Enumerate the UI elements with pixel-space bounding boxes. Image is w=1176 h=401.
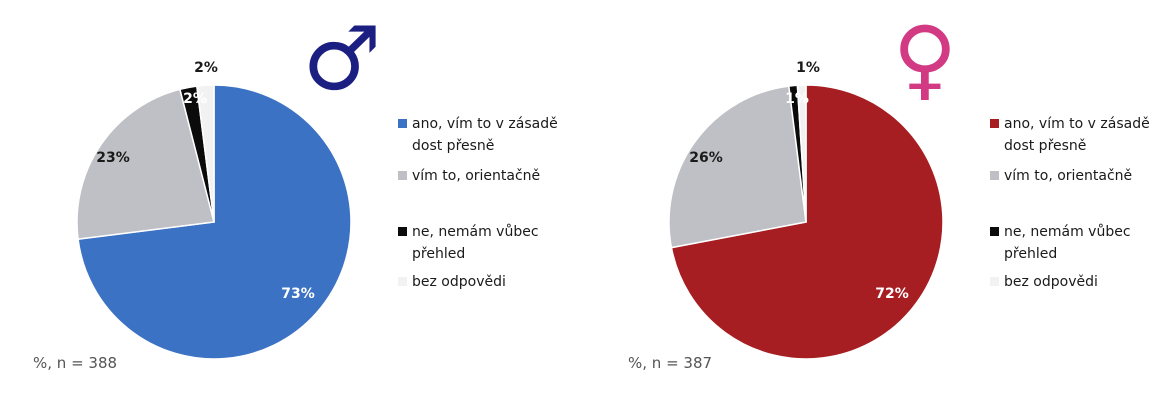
male-symbol-icon: ♂ [303,7,382,110]
female-pie-chart: 72% 26% 1% 1% [668,60,944,360]
female-symbol-icon: ♀ [893,7,957,110]
female-legend-swatch-2 [990,171,999,180]
female-legend-label-3: ne, nemám vůbec [1004,224,1131,240]
male-slice-4 [195,84,215,223]
male-legend-swatch-1 [398,119,407,128]
female-legend-label-1: ano, vím to v zásadě [1004,116,1150,132]
male-legend-label-4: bez odpovědi [412,274,506,290]
female-data-label-4: 1% [796,60,820,76]
male-legend-swatch-3 [398,227,407,236]
male-legend-label-3: ne, nemám vůbec [412,224,539,240]
female-slice-2 [668,85,807,249]
female-data-label-1: 72% [875,286,909,302]
female-slice-1 [670,84,944,360]
female-slice-4 [796,84,807,223]
male-legend-swatch-4 [398,277,407,286]
female-legend-swatch-3 [990,227,999,236]
female-legend-label-1: dost přesně [1004,138,1086,154]
female-legend: ano, vím to v zásadě dost přesně vím to, o… [990,116,1150,290]
male-data-label-1: 73% [281,286,315,302]
female-legend-label-3: přehled [1004,246,1057,262]
female-data-label-3: 1% [785,91,809,107]
male-data-label-4: 2% [194,60,218,76]
male-slice-2 [76,88,215,241]
female-legend-swatch-4 [990,277,999,286]
male-data-label-2: 23% [96,150,130,166]
male-sample-note: %, n = 388 [33,354,117,372]
male-legend-label-3: přehled [412,246,465,262]
male-legend-label-1: dost přesně [412,138,494,154]
male-legend-swatch-2 [398,171,407,180]
female-legend-label-2: vím to, orientačně [1004,168,1132,184]
male-legend-label-1: ano, vím to v zásadě [412,116,558,132]
male-legend-label-2: vím to, orientačně [412,168,540,184]
female-legend-label-4: bez odpovědi [1004,274,1098,290]
male-data-label-3: 2% [183,91,207,107]
male-pie-chart: 73% 23% 2% 2% [76,60,352,360]
female-legend-swatch-1 [990,119,999,128]
female-data-label-2: 26% [689,150,723,166]
male-legend: ano, vím to v zásadě dost přesně vím to, o… [398,116,558,290]
female-sample-note: %, n = 387 [628,354,712,372]
